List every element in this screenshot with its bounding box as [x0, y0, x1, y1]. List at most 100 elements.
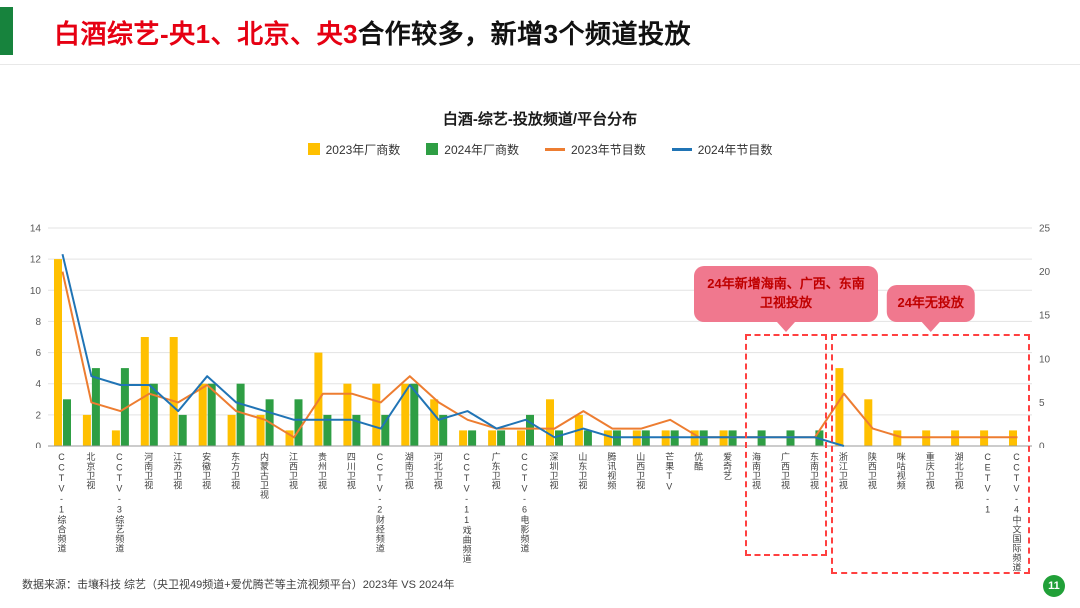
x-axis-label: 深圳卫视 — [548, 452, 559, 490]
bar-2023年厂商数 — [430, 399, 439, 446]
chart: 白酒-综艺-投放频道/平台分布 2023年厂商数 2024年厂商数 2023年节目数… — [20, 110, 1060, 580]
legend-swatch-square — [426, 143, 439, 155]
legend-swatch-line — [671, 147, 692, 151]
bar-2024年厂商数 — [381, 414, 390, 446]
x-axis-label: 湖北卫视 — [953, 452, 964, 490]
chart-plot-svg: 0 2 4 6 8 10 12 14 0 5 10 15 20 25 — [30, 224, 1051, 449]
left-axis-tick: 4 — [35, 379, 41, 390]
slide-title-segment: 合作较多，新增3个频道投放 — [358, 19, 692, 49]
left-axis-tick: 12 — [30, 255, 42, 266]
bar-2023年厂商数 — [54, 259, 62, 446]
x-axis-label: 咪咕视频 — [895, 452, 906, 490]
legend-label: 2023年节目数 — [571, 142, 646, 157]
slide-title: 白酒综艺-央1、北京、央3合作较多，新增3个频道投放 — [54, 14, 691, 51]
bar-2023年厂商数 — [401, 383, 410, 446]
x-axis-label: 北京卫视 — [85, 452, 96, 490]
x-axis-label: 四川卫视 — [345, 452, 356, 490]
x-axis-label: CCTV-11戏曲频道 — [461, 452, 472, 564]
slide-title-segment: 白酒综艺- — [54, 19, 170, 49]
right-axis-tick: 15 — [1039, 311, 1051, 322]
title-divider — [0, 64, 1080, 65]
bar-2024年厂商数 — [439, 414, 448, 446]
legend-swatch-square — [307, 143, 320, 155]
annotation-dashed-box — [831, 334, 1030, 574]
bar-2024年厂商数 — [410, 383, 419, 446]
x-axis-label: 海南卫视 — [751, 452, 762, 490]
x-axis-label: CETV-1 — [982, 452, 993, 515]
chart-legend: 2023年厂商数 2024年厂商数 2023年节目数 2024年节目数 — [20, 140, 1060, 158]
annotation-callout-bubble: 24年无投放 — [886, 285, 975, 332]
bar-2023年厂商数 — [82, 414, 91, 446]
title-accent-bar — [0, 7, 13, 55]
page-number-badge: 11 — [1043, 575, 1065, 597]
x-axis-label: 山东卫视 — [577, 452, 588, 490]
right-axis-tick: 25 — [1039, 224, 1051, 235]
bar-2023年厂商数 — [256, 414, 265, 446]
chart-title: 白酒-综艺-投放频道/平台分布 — [442, 111, 638, 128]
legend-swatch-line — [545, 147, 565, 151]
bar-2023年厂商数 — [198, 383, 207, 446]
legend-label: 2023年厂商数 — [325, 142, 401, 157]
bar-2023年厂商数 — [169, 337, 178, 446]
bar-2024年厂商数 — [149, 383, 158, 446]
bar-2023年厂商数 — [517, 430, 525, 446]
x-axis-label: 安徽卫视 — [201, 452, 212, 490]
x-axis-label: 广东卫视 — [490, 452, 501, 490]
x-axis-label: 爱奇艺 — [722, 452, 733, 481]
bar-2024年厂商数 — [236, 383, 245, 446]
bar-2024年厂商数 — [555, 430, 563, 446]
legend-item: 2023年节目数 — [545, 141, 646, 158]
bar-2023年厂商数 — [111, 430, 120, 446]
left-axis-tick: 2 — [35, 410, 41, 421]
bar-2023年厂商数 — [343, 383, 352, 446]
annotation-callout-bubble: 24年新增海南、广西、东南卫视投放 — [694, 266, 878, 332]
x-axis-labels: CCTV-1综合频道 北京卫视 CCTV-3综艺频道 河南卫视 江苏卫视 安徽卫视 东方卫视… — [20, 448, 1060, 576]
x-axis-label: 陕西卫视 — [866, 452, 877, 490]
x-axis-label: 芒果TV — [664, 452, 675, 492]
data-source-note: 数据来源：击壤科技 综艺（央卫视49频道+爱优腾芒等主流视频平台）2023年 V… — [22, 579, 455, 591]
bar-2024年厂商数 — [63, 399, 71, 446]
x-axis-label: CCTV-2财经频道 — [374, 452, 385, 553]
x-axis-label: 东南卫视 — [808, 452, 819, 490]
x-axis-label: 江苏卫视 — [172, 452, 183, 490]
x-axis-label: CCTV-1综合频道 — [56, 452, 67, 553]
bar-2024年厂商数 — [352, 414, 361, 446]
bar-2023年厂商数 — [603, 430, 612, 446]
bar-2024年厂商数 — [497, 430, 506, 446]
x-axis-label: 河北卫视 — [432, 452, 443, 490]
left-axis-tick: 8 — [35, 317, 41, 328]
slide-title-segment: 央1、北京、央3 — [169, 19, 359, 49]
legend-item: 2023年厂商数 — [307, 141, 401, 158]
bar-2023年厂商数 — [140, 337, 149, 446]
right-axis-tick: 20 — [1039, 267, 1051, 278]
left-axis-tick: 0 — [35, 442, 41, 449]
x-axis-label: 广西卫视 — [780, 452, 790, 490]
left-axis-tick: 10 — [30, 286, 42, 297]
bar-2023年厂商数 — [893, 430, 902, 446]
legend-label: 2024年节目数 — [697, 142, 773, 157]
bar-2023年厂商数 — [459, 430, 468, 446]
bar-2024年厂商数 — [323, 414, 332, 446]
x-axis-label: 东方卫视 — [230, 452, 241, 490]
x-axis-label: 优酷 — [693, 452, 704, 471]
x-axis-label: 河南卫视 — [143, 452, 154, 490]
x-axis-label: 内蒙古卫视 — [259, 452, 270, 500]
bar-2024年厂商数 — [207, 383, 216, 446]
x-axis-label: 山西卫视 — [635, 452, 646, 490]
bar-2024年厂商数 — [120, 368, 129, 446]
right-axis-tick: 0 — [1039, 442, 1045, 449]
bar-2024年厂商数 — [468, 430, 477, 446]
bar-2023年厂商数 — [285, 430, 294, 446]
x-axis-label: 重庆卫视 — [924, 452, 935, 490]
x-axis-label: 贵州卫视 — [316, 452, 327, 490]
bar-2023年厂商数 — [372, 383, 381, 446]
bar-2023年厂商数 — [546, 399, 554, 446]
bar-2024年厂商数 — [91, 368, 100, 446]
legend-label: 2024年厂商数 — [444, 142, 519, 157]
legend-item: 2024年厂商数 — [426, 141, 519, 158]
bar-2023年厂商数 — [488, 430, 497, 446]
x-axis-label: CCTV-6电影频道 — [519, 452, 530, 553]
x-axis-label: CCTV-4中文国际频道 — [1011, 452, 1022, 572]
bar-2024年厂商数 — [526, 414, 534, 446]
bar-2024年厂商数 — [583, 430, 592, 446]
